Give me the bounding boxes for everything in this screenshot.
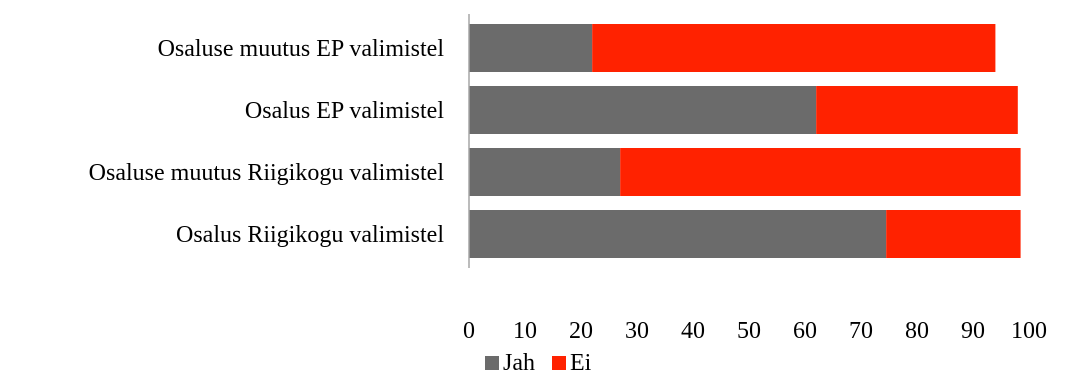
category-label-1: Osalus EP valimistel bbox=[245, 98, 444, 124]
legend-swatch-jah bbox=[485, 356, 499, 370]
legend-swatch-ei bbox=[552, 356, 566, 370]
category-label-2: Osaluse muutus Riigikogu valimistel bbox=[89, 160, 445, 186]
x-tick-label-80: 80 bbox=[905, 318, 929, 344]
x-tick-label-90: 90 bbox=[961, 318, 985, 344]
bar-jah-1 bbox=[469, 86, 817, 134]
bar-jah-3 bbox=[469, 210, 887, 258]
x-tick-label-70: 70 bbox=[849, 318, 873, 344]
x-tick-label-20: 20 bbox=[569, 318, 593, 344]
x-tick-label-100: 100 bbox=[1011, 318, 1047, 344]
bar-ei-1 bbox=[816, 86, 1018, 134]
bar-ei-0 bbox=[592, 24, 996, 72]
category-label-0: Osaluse muutus EP valimistel bbox=[158, 36, 445, 62]
x-tick-label-40: 40 bbox=[681, 318, 705, 344]
x-tick-label-50: 50 bbox=[737, 318, 761, 344]
category-labels: Osaluse muutus EP valimistel Osalus EP va… bbox=[89, 36, 445, 248]
legend: Jah Ei bbox=[485, 350, 592, 376]
x-axis-tick-labels: 0 10 20 30 40 50 60 70 80 90 100 bbox=[463, 318, 1047, 344]
legend-label-jah: Jah bbox=[503, 350, 535, 376]
x-tick-label-10: 10 bbox=[513, 318, 537, 344]
legend-label-ei: Ei bbox=[570, 350, 592, 376]
bars-group bbox=[469, 24, 1021, 258]
x-tick-label-0: 0 bbox=[463, 318, 475, 344]
x-tick-label-60: 60 bbox=[793, 318, 817, 344]
x-tick-label-30: 30 bbox=[625, 318, 649, 344]
bar-jah-0 bbox=[469, 24, 593, 72]
bar-jah-2 bbox=[469, 148, 621, 196]
category-label-3: Osalus Riigikogu valimistel bbox=[176, 222, 444, 248]
bar-ei-3 bbox=[886, 210, 1021, 258]
bar-ei-2 bbox=[620, 148, 1021, 196]
